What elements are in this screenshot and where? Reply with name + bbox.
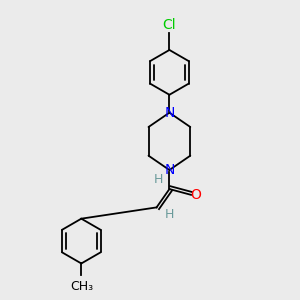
Text: N: N <box>164 163 175 177</box>
Text: N: N <box>164 106 175 120</box>
Text: H: H <box>153 173 163 186</box>
Text: O: O <box>190 188 201 202</box>
Text: CH₃: CH₃ <box>70 280 93 293</box>
Text: Cl: Cl <box>163 18 176 32</box>
Text: H: H <box>164 208 174 221</box>
